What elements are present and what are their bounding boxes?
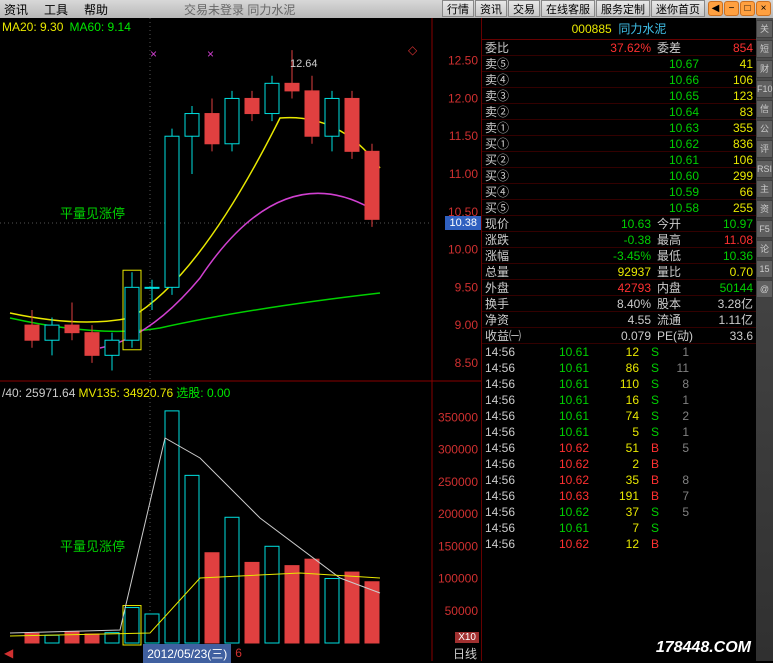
stat-row: 换手8.40%股本3.28亿 xyxy=(482,296,756,312)
tick-row: 14:5610.617S xyxy=(482,520,756,536)
x10-badge[interactable]: X10 xyxy=(455,632,479,643)
tick-row: 14:5610.6251B5 xyxy=(482,440,756,456)
stock-name: 同力水泥 xyxy=(618,22,666,36)
sidebar-btn[interactable]: 公 xyxy=(756,120,773,138)
menu-tools[interactable]: 工具 xyxy=(44,1,68,18)
svg-text:10.00: 10.00 xyxy=(448,243,478,257)
tab-迷你首页[interactable]: 迷你首页 xyxy=(651,0,705,17)
tick-row: 14:5610.63191B7 xyxy=(482,488,756,504)
tick-row: 14:5610.6174S2 xyxy=(482,408,756,424)
tick-row: 14:5610.622B xyxy=(482,456,756,472)
tab-bar: 行情资讯交易在线客服服务定制迷你首页 xyxy=(442,0,705,18)
vol-labels: /40: 25971.64 MV135: 34920.76 选股: 0.00 xyxy=(2,384,230,401)
sidebar-btn[interactable]: F10 xyxy=(756,80,773,98)
tick-row: 14:5610.6235B8 xyxy=(482,472,756,488)
stat-row: 净资4.55流通1.11亿 xyxy=(482,312,756,328)
svg-text:9.50: 9.50 xyxy=(455,280,479,294)
svg-text:50000: 50000 xyxy=(445,604,479,618)
stat-row: 涨跌-0.38最高11.08 xyxy=(482,232,756,248)
sidebar-btn[interactable]: 评 xyxy=(756,140,773,158)
stat-row: 现价10.63今开10.97 xyxy=(482,216,756,232)
svg-text:11.00: 11.00 xyxy=(449,167,478,181)
svg-text:9.00: 9.00 xyxy=(455,318,479,332)
tab-在线客服[interactable]: 在线客服 xyxy=(541,0,595,17)
tab-服务定制[interactable]: 服务定制 xyxy=(596,0,650,17)
tick-list[interactable]: 14:5610.6112S114:5610.6186S1114:5610.611… xyxy=(482,344,756,572)
annotation-2: 平量见涨停 xyxy=(60,536,125,555)
sidebar-btn[interactable]: RSI xyxy=(756,160,773,178)
stock-header: 000885 同力水泥 xyxy=(482,18,756,40)
current-price-label: 10.38 xyxy=(445,216,481,230)
title-text: 交易未登录 同力水泥 xyxy=(184,1,295,18)
max-icon[interactable]: □ xyxy=(740,1,755,16)
peak-label: 12.64 xyxy=(290,58,318,70)
svg-text:150000: 150000 xyxy=(438,539,478,553)
sidebar-btn[interactable]: 短 xyxy=(756,40,773,58)
back-icon[interactable]: ◀ xyxy=(708,1,723,16)
asks-row: 卖①10.63355 xyxy=(482,120,756,136)
svg-text:11.50: 11.50 xyxy=(449,129,478,143)
stock-code: 000885 xyxy=(572,22,612,36)
asks-row: 卖⑤10.6741 xyxy=(482,56,756,72)
quote-panel: 000885 同力水泥 委比37.62% 委差854 卖⑤10.6741卖④10… xyxy=(481,18,756,661)
stat-row: 总量92937量比0.70 xyxy=(482,264,756,280)
tick-row: 14:5610.61110S8 xyxy=(482,376,756,392)
stat-row: 涨幅-3.45%最低10.36 xyxy=(482,248,756,264)
svg-text:200000: 200000 xyxy=(438,507,478,521)
tick-row: 14:5610.6112S1 xyxy=(482,344,756,360)
svg-text:×: × xyxy=(207,47,214,61)
svg-text:◇: ◇ xyxy=(408,43,418,57)
sidebar-btn[interactable]: 主 xyxy=(756,180,773,198)
tick-row: 14:5610.6116S1 xyxy=(482,392,756,408)
sidebar-btn[interactable]: @ xyxy=(756,280,773,298)
chart-area[interactable]: 12.5012.0011.5011.0010.5010.009.509.008.… xyxy=(0,18,481,661)
sidebar-btn[interactable]: F5 xyxy=(756,220,773,238)
menu-help[interactable]: 帮助 xyxy=(84,1,108,18)
date-bar: ◀ 2012/05/23(三) 6 日线 xyxy=(0,645,481,661)
asks-row: 卖④10.66106 xyxy=(482,72,756,88)
sidebar-btn[interactable]: 15 xyxy=(756,260,773,278)
date-box: 2012/05/23(三) xyxy=(143,644,231,663)
bids-row: 买①10.62836 xyxy=(482,136,756,152)
bids-row: 买②10.61106 xyxy=(482,152,756,168)
tab-资讯[interactable]: 资讯 xyxy=(475,0,507,17)
sidebar-btn[interactable]: 财 xyxy=(756,60,773,78)
sidebar-btn[interactable]: 资 xyxy=(756,200,773,218)
tab-交易[interactable]: 交易 xyxy=(508,0,540,17)
svg-text:100000: 100000 xyxy=(438,572,478,586)
asks-row: 卖③10.65123 xyxy=(482,88,756,104)
svg-text:12.00: 12.00 xyxy=(448,91,478,105)
svg-text:250000: 250000 xyxy=(438,475,478,489)
window-buttons: ◀ − □ × xyxy=(708,1,771,16)
bids-row: 买⑤10.58255 xyxy=(482,200,756,216)
tick-row: 14:5610.6186S11 xyxy=(482,360,756,376)
bids-row: 买④10.5966 xyxy=(482,184,756,200)
min-icon[interactable]: − xyxy=(724,1,739,16)
svg-text:12.50: 12.50 xyxy=(448,54,478,68)
svg-text:300000: 300000 xyxy=(438,443,478,457)
sidebar-btn[interactable]: 信 xyxy=(756,100,773,118)
watermark: 178448.COM xyxy=(656,639,751,657)
commit-row: 委比37.62% 委差854 xyxy=(482,40,756,56)
close-icon[interactable]: × xyxy=(756,1,771,16)
bids-row: 买③10.60299 xyxy=(482,168,756,184)
asks-row: 卖②10.6483 xyxy=(482,104,756,120)
svg-text:8.50: 8.50 xyxy=(455,356,479,370)
menu-info[interactable]: 资讯 xyxy=(4,1,28,18)
tick-row: 14:5610.6212B xyxy=(482,536,756,552)
sidebar-btn[interactable]: 论 xyxy=(756,240,773,258)
stat-row: 收益㈠0.079PE(动)33.6 xyxy=(482,328,756,344)
svg-text:×: × xyxy=(150,47,157,61)
right-sidebar: 关短财 F10 信公评 RSI 主资 F5 论 15 @ xyxy=(756,18,773,661)
ma-labels: MA20: 9.30 MA60: 9.14 xyxy=(2,20,131,34)
tab-行情[interactable]: 行情 xyxy=(442,0,474,17)
sidebar-btn[interactable]: 关 xyxy=(756,20,773,38)
svg-text:350000: 350000 xyxy=(438,410,478,424)
tick-row: 14:5610.615S1 xyxy=(482,424,756,440)
annotation-1: 平量见涨停 xyxy=(60,203,125,222)
tick-row: 14:5610.6237S5 xyxy=(482,504,756,520)
stat-row: 外盘42793内盘50144 xyxy=(482,280,756,296)
